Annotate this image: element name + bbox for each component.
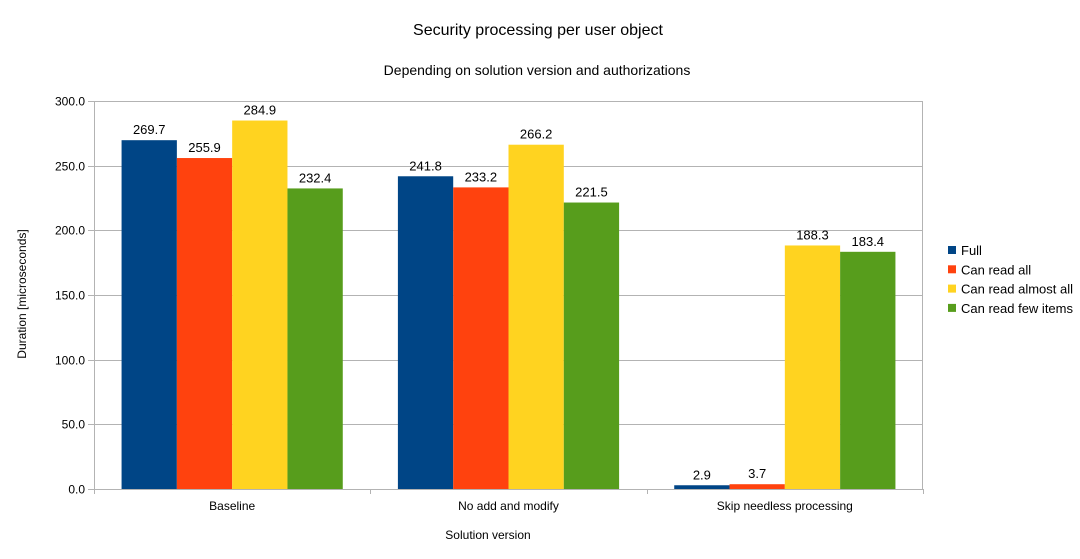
x-axis-title: Solution version bbox=[445, 528, 530, 542]
data-label: 232.4 bbox=[299, 170, 332, 185]
data-label: 183.4 bbox=[852, 234, 885, 249]
data-label: 188.3 bbox=[796, 227, 829, 242]
y-tick-label: 50.0 bbox=[62, 418, 86, 432]
legend-swatch bbox=[948, 246, 956, 254]
bar bbox=[508, 144, 564, 489]
y-tick-label: 200.0 bbox=[55, 224, 85, 238]
y-tick-label: 100.0 bbox=[55, 354, 85, 368]
y-tick-label: 300.0 bbox=[55, 95, 85, 109]
bar bbox=[232, 120, 288, 489]
bar bbox=[121, 140, 177, 489]
legend: Full Can read all Can read almost all Can r… bbox=[948, 243, 1073, 316]
data-label: 269.7 bbox=[133, 122, 166, 137]
chart-subtitle: Depending on solution version and author… bbox=[384, 62, 691, 78]
legend-swatch bbox=[948, 284, 956, 293]
legend-label: Full bbox=[961, 243, 982, 258]
bar bbox=[729, 484, 785, 489]
bar bbox=[453, 187, 509, 489]
data-labels: 269.7 255.9 284.9 232.4 241.8 233.2 266.2 221.5… bbox=[133, 103, 884, 483]
y-tick-label: 250.0 bbox=[55, 160, 85, 174]
bar bbox=[397, 176, 454, 489]
data-label: 3.7 bbox=[748, 466, 766, 481]
legend-label: Can read almost all bbox=[961, 282, 1073, 297]
legend-swatch bbox=[948, 303, 956, 312]
bar bbox=[563, 202, 620, 489]
data-label: 2.9 bbox=[693, 467, 711, 482]
bar bbox=[674, 485, 730, 489]
legend-label: Can read all bbox=[961, 262, 1031, 277]
x-tick-label: Baseline bbox=[209, 499, 255, 513]
axes: 0.0 50.0 100.0 150.0 200.0 250.0 300.0 Baseline… bbox=[55, 95, 924, 513]
data-label: 221.5 bbox=[575, 185, 608, 200]
y-tick-label: 0.0 bbox=[68, 483, 85, 497]
data-label: 233.2 bbox=[465, 169, 498, 184]
bar bbox=[840, 251, 896, 489]
legend-label: Can read few items bbox=[961, 301, 1073, 316]
bar bbox=[176, 158, 233, 490]
data-label: 241.8 bbox=[409, 158, 442, 173]
y-tick-label: 150.0 bbox=[55, 289, 85, 303]
data-label: 266.2 bbox=[520, 127, 553, 142]
x-tick-label: No add and modify bbox=[458, 499, 559, 513]
x-tick-label: Skip needless processing bbox=[717, 499, 853, 513]
y-axis-title: Duration [microseconds] bbox=[15, 229, 29, 358]
bar bbox=[287, 188, 343, 489]
legend-swatch bbox=[948, 265, 956, 274]
bars bbox=[121, 120, 896, 490]
data-label: 255.9 bbox=[188, 140, 221, 155]
data-label: 284.9 bbox=[244, 103, 277, 118]
chart-title: Security processing per user object bbox=[413, 22, 663, 39]
bar bbox=[784, 245, 841, 489]
